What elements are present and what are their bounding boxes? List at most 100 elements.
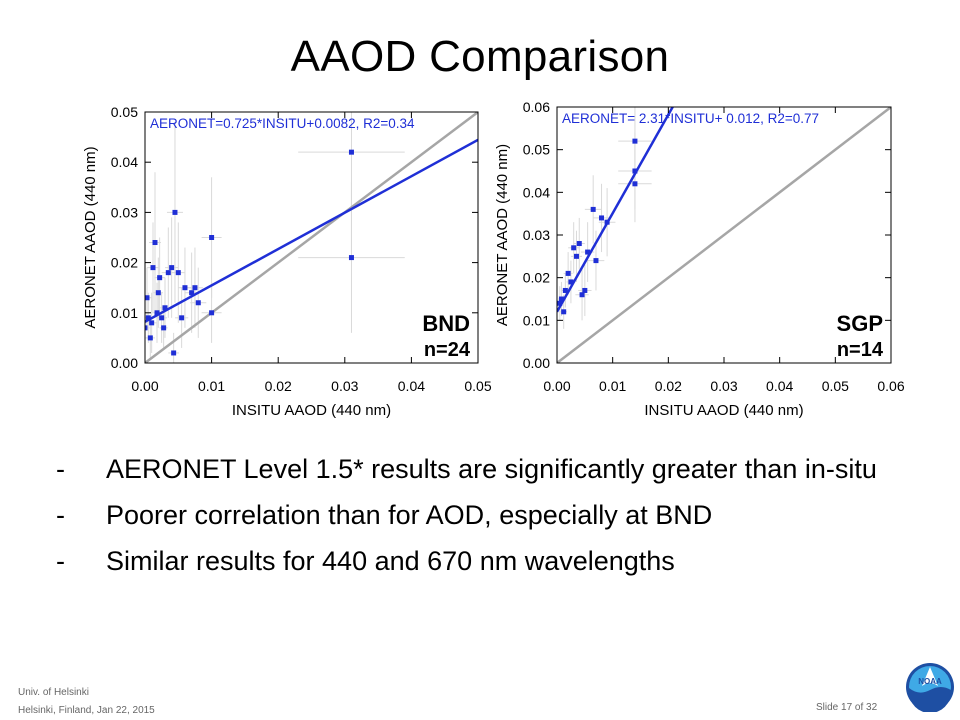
chart-bnd: 0.00 0.01 0.02 0.03 0.04 0.05 0.00 0.01 0.02 0.03… (82, 104, 492, 419)
regression-line (557, 107, 675, 313)
data-point (157, 275, 163, 281)
y-tick-label: 0.02 (523, 270, 550, 286)
data-point (192, 285, 198, 291)
station-label: SGP (837, 311, 883, 336)
y-tick-label: 0.01 (111, 305, 138, 321)
slide-title: AAOD Comparison (290, 32, 670, 81)
data-point (585, 249, 591, 255)
x-tick-label: 0.06 (877, 378, 904, 394)
x-tick-label: 0.03 (331, 378, 358, 394)
fit-equation: AERONET=0.725*INSITU+0.0082, R2=0.34 (150, 116, 415, 131)
y-tick-label: 0.05 (111, 104, 138, 120)
x-tick-label: 0.02 (265, 378, 292, 394)
footer-org: Univ. of Helsinki (18, 687, 89, 698)
x-tick-label: 0.05 (822, 378, 849, 394)
data-point (149, 320, 155, 326)
data-point (590, 206, 596, 212)
data-point (565, 270, 571, 276)
bullet-text: Poorer correlation than for AOD, especia… (106, 500, 713, 531)
x-tick-label: 0.03 (710, 378, 737, 394)
y-tick-label: 0.03 (523, 227, 550, 243)
data-point (147, 335, 153, 341)
x-axis-label: INSITU AAOD (440 nm) (232, 402, 391, 419)
data-point (165, 270, 171, 276)
sample-size-label: n=14 (837, 339, 884, 361)
bullet-item: - AERONET Level 1.5* results are signific… (56, 452, 916, 487)
logo-text: NOAA (918, 677, 942, 686)
data-point (195, 300, 201, 306)
y-tick-label: 0.01 (523, 312, 550, 328)
x-tick-label: 0.00 (131, 378, 158, 394)
data-point (582, 287, 588, 293)
data-point (561, 309, 567, 315)
data-point (145, 315, 151, 321)
data-point (557, 300, 563, 306)
data-point (145, 325, 148, 331)
station-label: BND (422, 311, 470, 336)
x-tick-label: 0.04 (766, 378, 793, 394)
data-point (348, 255, 354, 261)
data-point (593, 258, 599, 264)
data-point (161, 325, 167, 331)
data-point (162, 305, 168, 311)
bullet-item: - Similar results for 440 and 670 nm wave… (56, 544, 916, 579)
charts-canvas: 0.00 0.01 0.02 0.03 0.04 0.05 0.00 0.01 0.02 0.03… (82, 99, 905, 419)
y-tick-label: 0.04 (111, 154, 138, 170)
data-point (175, 270, 181, 276)
data-point (179, 315, 185, 321)
data-point (632, 168, 638, 174)
y-tick-label: 0.06 (523, 99, 550, 115)
y-axis-label: AERONET AAOD (440 nm) (494, 144, 511, 326)
data-point (599, 215, 605, 221)
data-point (348, 149, 354, 155)
data-point (154, 310, 160, 316)
chart-sgp: 0.00 0.01 0.02 0.03 0.04 0.05 0.06 0.00 0.01 0.02… (494, 99, 905, 419)
data-point (169, 265, 175, 271)
bullet-list: - AERONET Level 1.5* results are signific… (56, 452, 916, 590)
plot-frame (144, 111, 479, 364)
bullet-dash: - (56, 454, 65, 484)
data-point (568, 279, 574, 285)
plot-area (557, 107, 891, 363)
x-axis-label: INSITU AAOD (440 nm) (644, 402, 803, 419)
data-point (172, 209, 178, 215)
one-to-one-line (557, 107, 891, 363)
slide-number: Slide 17 of 32 (816, 702, 878, 713)
data-point (576, 241, 582, 247)
y-tick-label: 0.04 (523, 184, 550, 200)
bullet-dash: - (56, 500, 65, 531)
y-tick-label: 0.00 (523, 355, 550, 371)
fit-equation: AERONET= 2.31*INSITU+ 0.012, R2=0.77 (562, 111, 819, 126)
data-point (189, 290, 195, 296)
bullet-item: - Poorer correlation than for AOD, especi… (56, 498, 916, 533)
sample-size-label: n=24 (424, 339, 471, 361)
data-point (558, 296, 564, 302)
data-point (562, 287, 568, 293)
data-point (152, 240, 158, 246)
x-tick-label: 0.04 (398, 378, 425, 394)
plot-area (145, 112, 478, 363)
footer-place-date: Helsinki, Finland, Jan 22, 2015 (18, 705, 155, 716)
x-tick-label: 0.05 (464, 378, 491, 394)
y-tick-label: 0.02 (111, 255, 138, 271)
bullet-text: Similar results for 440 and 670 nm wavel… (106, 546, 675, 577)
y-tick-label: 0.00 (111, 355, 138, 371)
footer-info: Univ. of Helsinki Helsinki, Finland, Jan… (18, 684, 155, 720)
data-point (209, 235, 215, 240)
data-point (579, 292, 585, 298)
data-point (632, 138, 638, 144)
noaa-logo-icon: NOAA (906, 663, 954, 712)
data-point (171, 350, 177, 356)
data-point (604, 219, 610, 225)
bullet-text: AERONET Level 1.5* results are significa… (106, 454, 877, 484)
one-to-one-line (145, 112, 478, 363)
data-point (150, 265, 156, 271)
data-point (573, 253, 579, 259)
x-tick-label: 0.02 (655, 378, 682, 394)
x-tick-label: 0.00 (543, 378, 570, 394)
data-point (632, 181, 638, 187)
data-point (159, 315, 165, 321)
bullet-dash: - (56, 546, 65, 577)
y-axis-label: AERONET AAOD (440 nm) (82, 146, 99, 328)
data-point (571, 245, 577, 251)
